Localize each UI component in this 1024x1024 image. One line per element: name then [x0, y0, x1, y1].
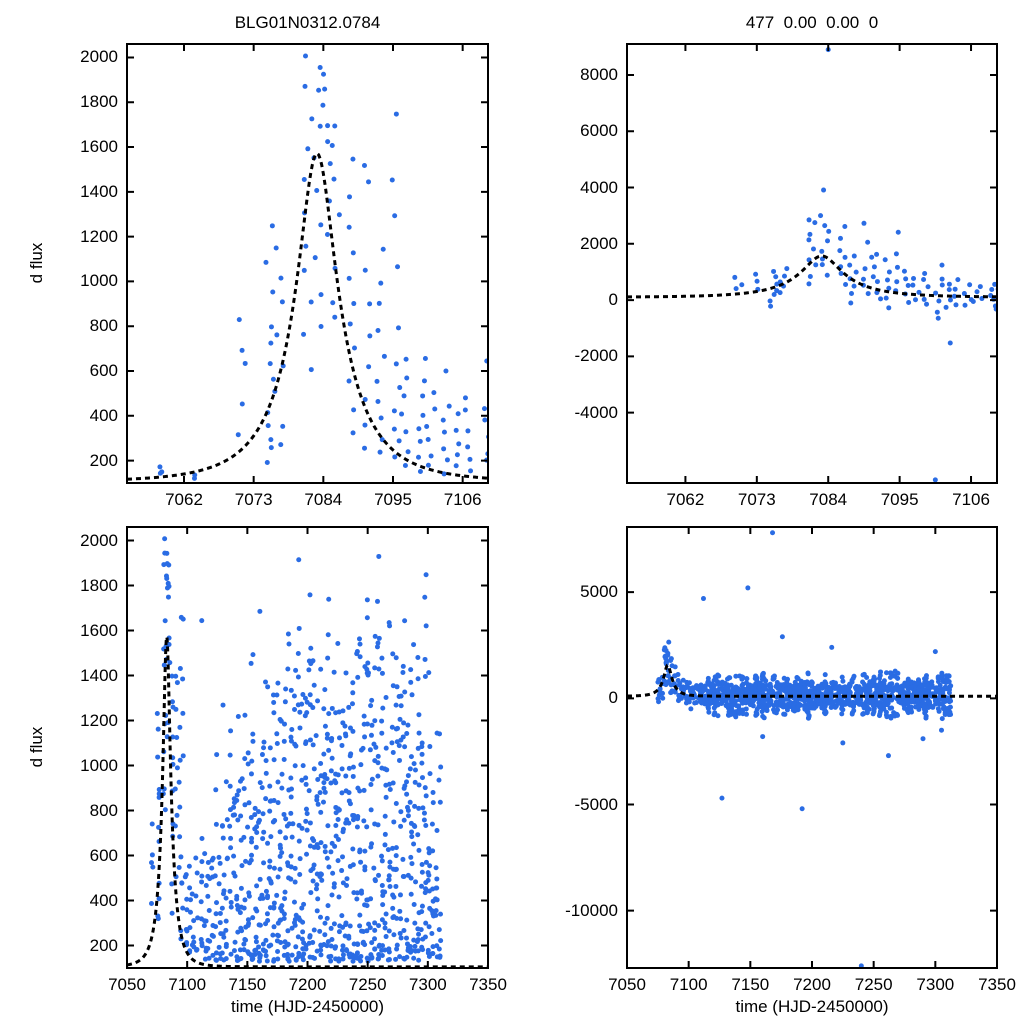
- y-axis-label-top-left: d flux: [27, 242, 46, 284]
- x-tick-label: 7062: [165, 490, 203, 509]
- x-tick-label: 7200: [288, 975, 327, 994]
- x-axis-label-bottom-right: time (HJD-2450000): [735, 997, 889, 1016]
- y-tick-label: 400: [89, 890, 118, 910]
- y-tick-label: 1200: [80, 226, 118, 246]
- y-tick-label: 8000: [580, 64, 618, 84]
- x-tick-label: 7250: [854, 975, 893, 994]
- y-tick-label: -2000: [574, 346, 618, 366]
- x-tick-label: 7062: [666, 490, 705, 509]
- y-tick-label: -5000: [574, 794, 618, 814]
- y-tick-label: 800: [89, 800, 118, 820]
- x-tick-label: 7300: [408, 975, 447, 994]
- x-tick-label: 7106: [443, 490, 482, 509]
- y-tick-label: 1800: [80, 92, 118, 112]
- x-axis-label-bottom-left: time (HJD-2450000): [230, 997, 385, 1016]
- x-tick-label: 7350: [978, 975, 1016, 994]
- y-tick-label: 1400: [80, 665, 118, 685]
- x-tick-label: 7095: [880, 490, 919, 509]
- y-axis-label-bottom-left: d flux: [27, 726, 46, 768]
- y-tick-label: 1600: [80, 137, 118, 157]
- y-tick-label: 200: [89, 935, 118, 955]
- x-tick-label: 7073: [737, 490, 776, 509]
- y-tick-label: 2000: [80, 47, 118, 67]
- y-tick-label: 600: [89, 845, 118, 865]
- y-tick-label: 1000: [80, 755, 118, 775]
- y-tick-label: 1400: [80, 181, 118, 201]
- x-tick-label: 7150: [731, 975, 770, 994]
- x-tick-label: 7250: [348, 975, 387, 994]
- x-tick-label: 7084: [304, 490, 343, 509]
- x-tick-label: 7084: [809, 490, 848, 509]
- x-tick-label: 7350: [469, 975, 507, 994]
- x-tick-label: 7050: [108, 975, 146, 994]
- x-tick-label: 7200: [793, 975, 831, 994]
- y-tick-label: 2000: [80, 530, 118, 550]
- x-tick-label: 7150: [228, 975, 267, 994]
- y-tick-label: 800: [89, 316, 118, 336]
- x-tick-label: 7100: [168, 975, 207, 994]
- y-tick-label: -4000: [574, 402, 618, 422]
- y-tick-label: 400: [89, 405, 118, 425]
- y-tick-label: 1000: [80, 271, 118, 291]
- y-tick-label: 200: [89, 450, 118, 470]
- x-tick-label: 7300: [916, 975, 955, 994]
- y-tick-label: 0: [608, 290, 618, 310]
- y-tick-label: 600: [89, 361, 118, 380]
- x-tick-label: 7106: [952, 490, 990, 509]
- y-tick-label: 5000: [580, 582, 618, 602]
- x-tick-label: 7050: [608, 975, 646, 994]
- x-tick-label: 7073: [234, 490, 273, 509]
- y-tick-label: 6000: [580, 121, 618, 141]
- y-tick-label: 1200: [80, 710, 118, 730]
- panel-title-top-left: BLG01N0312.0784: [234, 13, 381, 32]
- x-tick-label: 7095: [374, 490, 412, 509]
- y-tick-label: -10000: [565, 900, 618, 920]
- y-tick-label: 2000: [580, 233, 618, 253]
- panel-title-top-right: 477 0.00 0.00 0: [745, 13, 879, 32]
- y-tick-label: 4000: [580, 177, 618, 197]
- x-tick-label: 7100: [669, 975, 708, 994]
- y-tick-label: 1800: [80, 575, 118, 595]
- y-tick-label: 1600: [80, 620, 118, 640]
- y-tick-label: 0: [608, 688, 618, 708]
